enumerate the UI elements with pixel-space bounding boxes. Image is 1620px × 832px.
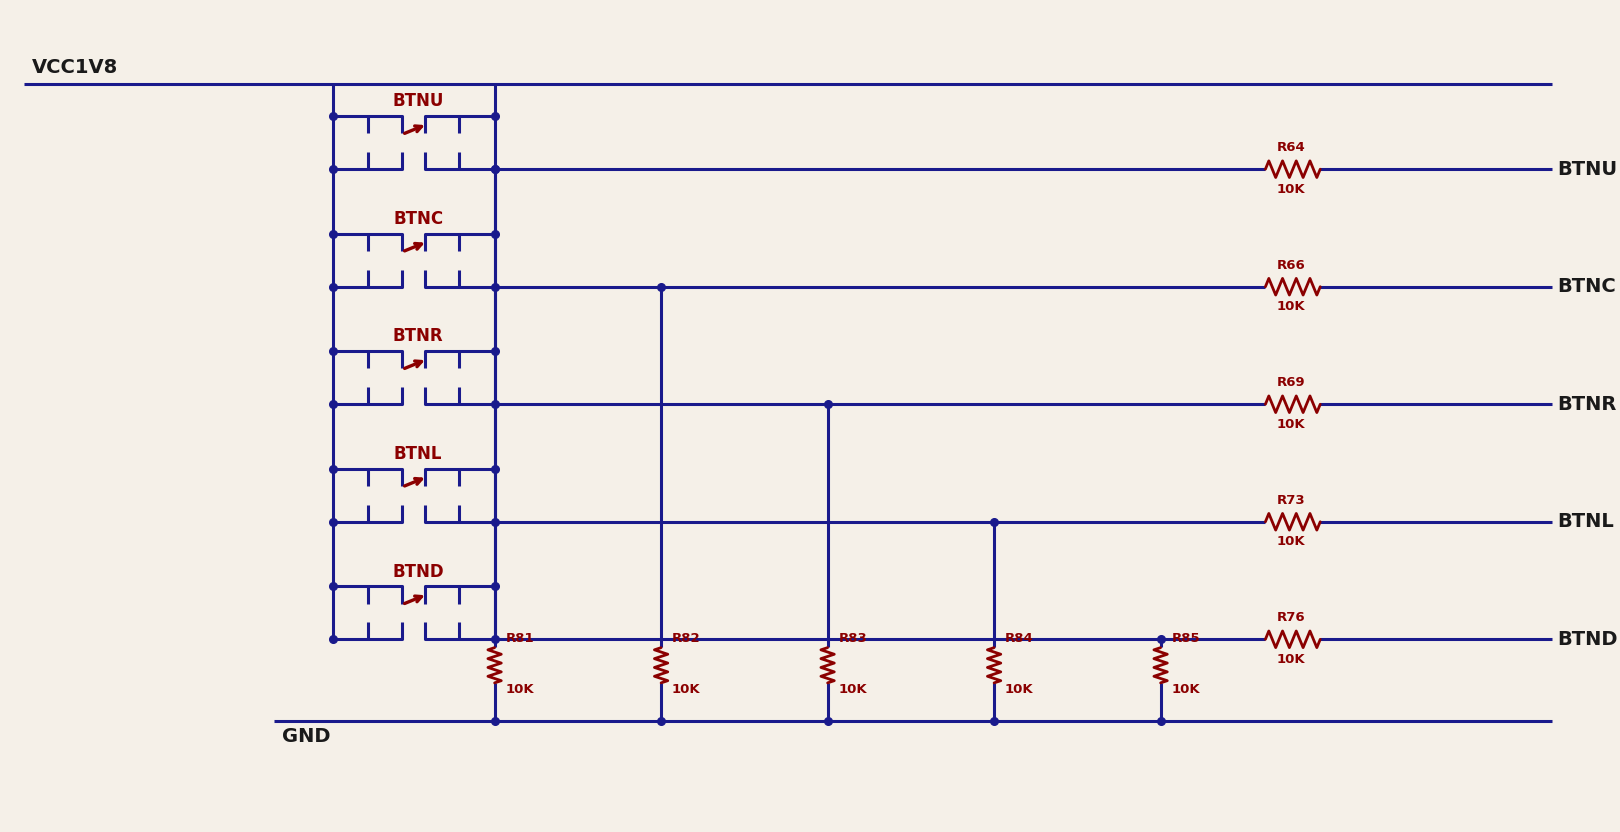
Text: 10K: 10K <box>1277 418 1306 431</box>
Text: BTNL: BTNL <box>394 445 442 463</box>
Text: R85: R85 <box>1171 631 1200 645</box>
Text: BTNU: BTNU <box>1557 160 1617 179</box>
Text: VCC1V8: VCC1V8 <box>32 58 118 77</box>
Text: BTNR: BTNR <box>394 328 444 345</box>
Text: R83: R83 <box>839 631 867 645</box>
Text: BTNL: BTNL <box>1557 513 1614 532</box>
Text: 10K: 10K <box>1171 683 1200 696</box>
Text: BTNC: BTNC <box>394 210 444 228</box>
Text: R84: R84 <box>1004 631 1034 645</box>
Text: R82: R82 <box>672 631 700 645</box>
Text: 10K: 10K <box>1277 536 1306 548</box>
Text: 10K: 10K <box>672 683 700 696</box>
Text: BTNU: BTNU <box>392 92 444 111</box>
Text: 10K: 10K <box>505 683 535 696</box>
Text: BTNR: BTNR <box>1557 394 1617 414</box>
Text: 10K: 10K <box>1004 683 1034 696</box>
Text: R66: R66 <box>1277 259 1306 271</box>
Text: 10K: 10K <box>1277 183 1306 196</box>
Text: BTND: BTND <box>392 562 444 581</box>
Text: 10K: 10K <box>1277 300 1306 314</box>
Text: R73: R73 <box>1277 493 1306 507</box>
Text: R69: R69 <box>1277 376 1306 389</box>
Text: BTND: BTND <box>1557 630 1618 649</box>
Text: 10K: 10K <box>839 683 867 696</box>
Text: R81: R81 <box>505 631 535 645</box>
Text: GND: GND <box>282 727 330 746</box>
Text: R76: R76 <box>1277 612 1306 624</box>
Text: BTNC: BTNC <box>1557 277 1617 296</box>
Text: 10K: 10K <box>1277 653 1306 666</box>
Text: R64: R64 <box>1277 141 1306 154</box>
